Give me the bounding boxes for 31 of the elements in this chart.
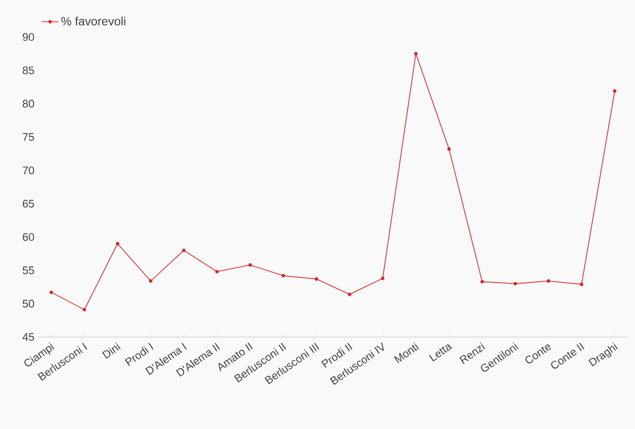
y-tick-label: 80	[22, 100, 34, 108]
point	[447, 147, 451, 151]
point	[580, 282, 584, 286]
point	[514, 282, 517, 286]
point	[215, 270, 219, 274]
y-tick-label: 75	[22, 133, 34, 141]
y-tick-label: 90	[22, 33, 34, 41]
y-tick-label: 50	[22, 300, 34, 308]
y-tick-label: 85	[22, 66, 34, 74]
point	[348, 292, 352, 296]
point	[82, 308, 86, 312]
x-tick-label: Letta	[428, 344, 452, 362]
point	[50, 290, 53, 294]
point	[314, 277, 318, 281]
y-tick-label: 70	[22, 166, 34, 174]
point	[182, 248, 186, 252]
y-tick-label: 65	[22, 200, 34, 208]
point	[414, 52, 418, 56]
point	[116, 242, 120, 246]
point	[381, 276, 384, 280]
point	[480, 280, 484, 284]
point	[248, 263, 252, 267]
y-tick-label: 45	[22, 333, 34, 341]
point	[546, 279, 550, 283]
legend-label: % favorevoli	[61, 16, 126, 26]
point	[149, 279, 152, 283]
x-tick-label: Dini	[102, 342, 121, 359]
y-tick-label: 60	[22, 233, 34, 241]
point	[282, 274, 285, 278]
y-tick-label: 55	[22, 266, 34, 274]
point	[613, 89, 616, 93]
